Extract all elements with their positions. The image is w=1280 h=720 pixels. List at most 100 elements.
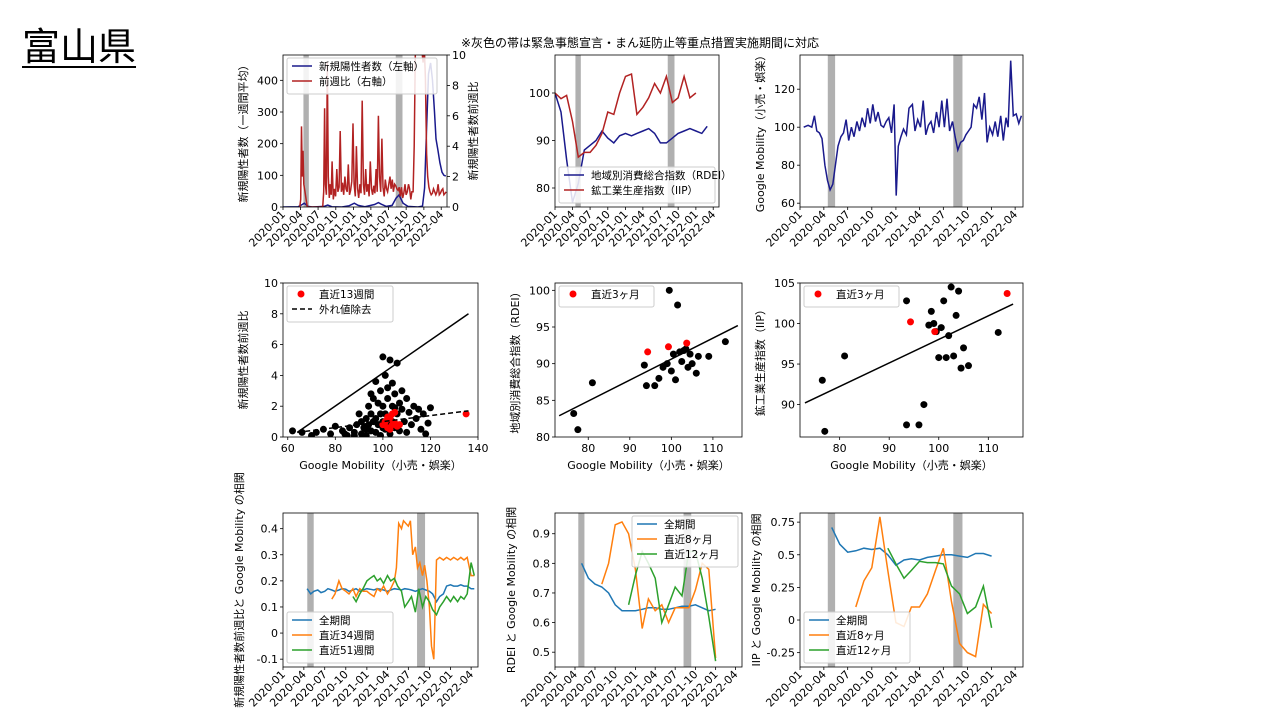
y-tick-label: -0.1: [257, 653, 278, 666]
scatter-point: [377, 387, 384, 395]
y-tick-label: 0.5: [533, 646, 551, 659]
legend-label: 全期間: [836, 614, 868, 627]
scatter-point: [682, 345, 690, 353]
series-line: [555, 72, 697, 159]
scatter-point: [403, 428, 411, 436]
y-tick-label: 95: [781, 358, 795, 371]
regression-line: [558, 324, 739, 417]
legend-box: [286, 611, 394, 664]
scatter-point: [930, 320, 938, 328]
scatter-point: [640, 361, 648, 369]
y-tick-label: 80: [781, 159, 795, 172]
scatter-point: [398, 387, 406, 395]
axes-frame: [799, 282, 1024, 438]
y-tick-label: 300: [257, 106, 278, 119]
y2-tick-label: 4: [452, 140, 459, 153]
y2-axis-label: 新規陽性者数前週比: [466, 82, 480, 181]
series-line: [887, 547, 993, 628]
scatter-point: [655, 374, 663, 382]
legend-box: [558, 285, 655, 308]
legend-box: [803, 611, 911, 664]
y-tick-label: 0.1: [261, 601, 279, 614]
scatter-point: [686, 350, 694, 358]
scatter-point: [355, 410, 363, 418]
scatter-point: [674, 301, 682, 309]
legend-marker: [814, 290, 822, 298]
y-tick-label: 100: [257, 169, 278, 182]
scatter-point-recent: [384, 413, 392, 421]
x-tick-label: 90: [882, 442, 896, 455]
scatter-point: [957, 364, 965, 372]
y-tick-label: 0.8: [533, 557, 551, 570]
y-tick-label: 80: [536, 431, 550, 444]
y-tick-label: 0.3: [261, 549, 279, 562]
x-tick-label: 120: [420, 442, 441, 455]
chart-scatter_rdei: 80 85 90 95 100 80 90 100 110 Google Mobility（小売・…: [508, 282, 743, 472]
scatter-point: [940, 297, 948, 305]
legend-box: [803, 285, 900, 308]
scatter-point: [422, 430, 430, 437]
scatter-point: [678, 357, 686, 365]
y-tick-label: 0.75: [771, 516, 796, 529]
scatter-point: [672, 376, 680, 384]
scatter-point: [405, 408, 413, 416]
legend-label: 新規陽性者数（左軸）: [319, 60, 424, 73]
legend: 直近3ヶ月: [803, 285, 900, 308]
series-line: [331, 519, 475, 660]
chart-corr_rdei: 0.50.60.70.80.92020-012020-042020-072020…: [505, 507, 743, 710]
plot-area: [827, 513, 993, 667]
y-tick-label: 10: [264, 277, 278, 290]
outlier-removed-line: [297, 410, 469, 434]
y-tick-label: 60: [781, 197, 795, 210]
legend-label: 地域別消費総合指数（RDEI）: [591, 169, 732, 182]
y-tick-label: 200: [257, 138, 278, 151]
scatter-point-recent: [931, 328, 939, 336]
scatter-point: [372, 378, 380, 386]
scatter-point: [388, 379, 396, 387]
legend-label: 直近12ヶ月: [836, 644, 891, 657]
y-tick-label: 0.6: [533, 617, 551, 630]
y-tick-label: 100: [529, 284, 550, 297]
x-tick-label: 90: [623, 442, 637, 455]
scatter-point: [651, 382, 659, 390]
y-tick-label: -0.25: [767, 647, 795, 660]
chart-mobility: 60801001202020-012020-042020-072020-1020…: [753, 50, 1024, 250]
chart-scatter_iip: 90 95 100 105 80 90 100 110 Google Mobility（小売・娯…: [753, 277, 1024, 472]
legend-label: 全期間: [319, 614, 351, 627]
y-tick-label: 0: [271, 431, 278, 444]
scatter-point: [384, 384, 392, 392]
scatter-point: [350, 431, 358, 437]
legend: 直近3ヶ月: [558, 285, 655, 308]
x-tick-label: 110: [978, 442, 999, 455]
axes-frame: [554, 512, 743, 668]
legend-box: [631, 515, 739, 568]
scatter-point: [935, 354, 943, 362]
legend-label: 直近13週間: [319, 288, 374, 301]
x-tick-label: 100: [372, 442, 393, 455]
series-line: [627, 549, 717, 662]
scatter-point: [947, 283, 955, 291]
scatter-point-recent: [664, 343, 672, 351]
scatter-point: [391, 390, 399, 398]
scatter-point: [821, 427, 829, 435]
scatter-point: [415, 405, 423, 413]
scatter-point: [927, 307, 935, 315]
y-tick-label: 95: [536, 321, 550, 334]
axes-frame: [799, 54, 1024, 208]
scatter-point: [372, 415, 380, 423]
shaded-period: [307, 513, 314, 667]
chart-corr_iip: -0.2500.250.50.752020-012020-042020-0720…: [750, 512, 1024, 710]
scatter-point: [955, 287, 963, 295]
scatter-point: [667, 367, 675, 375]
legend: 地域別消費総合指数（RDEI） 鉱工業生産指数（IIP）: [558, 166, 732, 204]
regression-line: [804, 303, 1014, 404]
axes-frame: [282, 512, 479, 668]
y-tick-label: 6: [271, 339, 278, 352]
y-tick-label: 0.7: [533, 587, 551, 600]
plot-area: [289, 313, 470, 437]
y-tick-label: 90: [536, 358, 550, 371]
legend-label: 直近8ヶ月: [836, 629, 885, 642]
y2-tick-label: 0: [452, 201, 459, 214]
